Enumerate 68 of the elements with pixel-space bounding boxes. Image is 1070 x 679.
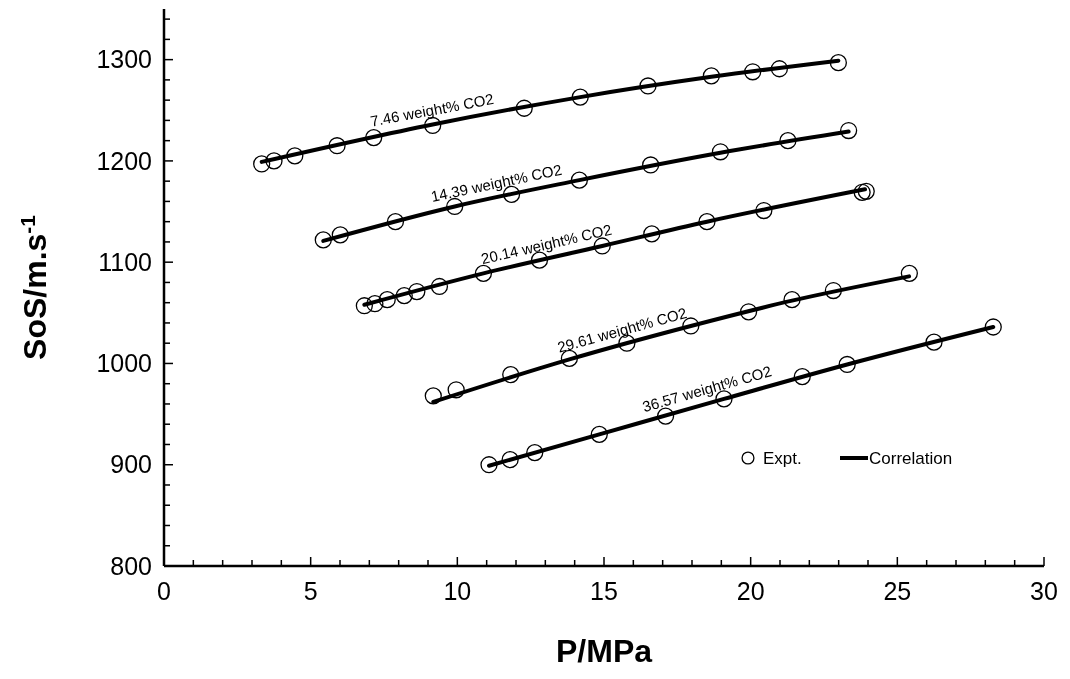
point (386, 213, 405, 231)
point (378, 291, 396, 309)
annotation: 29.61 weight% CO2 (555, 303, 689, 356)
point (900, 264, 918, 282)
point (783, 291, 801, 309)
point (395, 286, 413, 305)
x-tick-label: 10 (443, 577, 472, 605)
legend-label: Correlation (869, 448, 953, 468)
point (331, 226, 349, 244)
annotation: 7.46 weight% CO2 (369, 90, 496, 130)
y-tick-label: 1200 (96, 146, 152, 175)
point (253, 155, 271, 173)
point (570, 171, 588, 189)
point (474, 264, 493, 282)
point (642, 156, 660, 174)
point (984, 318, 1002, 336)
point (501, 451, 519, 469)
y-tick-label: 1000 (96, 349, 152, 378)
point (840, 121, 858, 140)
point (755, 201, 773, 220)
point (770, 60, 789, 78)
x-tick-label: 5 (303, 577, 318, 605)
annotation: 20.14 weight% CO2 (479, 220, 614, 268)
y-tick-label: 900 (110, 450, 152, 479)
x-tick-label: 0 (157, 577, 171, 605)
annotation: 36.57 weight% CO2 (640, 362, 774, 416)
point (702, 67, 720, 85)
y-tick-label: 1100 (98, 247, 152, 276)
point (408, 282, 426, 301)
point (711, 143, 730, 161)
point (857, 182, 875, 200)
point (829, 54, 847, 72)
y-tick-label: 1300 (96, 45, 152, 74)
point (571, 88, 589, 106)
point (698, 213, 716, 231)
point (639, 77, 657, 95)
x-tick-label: 30 (1030, 577, 1058, 605)
point (526, 443, 544, 462)
point (779, 132, 797, 150)
point (824, 281, 843, 300)
point (838, 355, 856, 374)
x-axis-title: P/MPa (555, 633, 653, 669)
point (502, 365, 520, 384)
x-tick-label: 15 (590, 577, 618, 605)
point (480, 456, 498, 474)
point (793, 368, 811, 386)
point (853, 183, 871, 201)
point (314, 231, 332, 249)
point (739, 303, 758, 321)
point (328, 137, 346, 155)
point (643, 225, 661, 243)
point (925, 333, 943, 351)
point (515, 99, 533, 117)
point (265, 152, 283, 170)
annotation: 14.39 weight% CO2 (429, 160, 564, 205)
point (366, 295, 384, 313)
legend-label: Expt. (763, 448, 802, 468)
x-tick-label: 20 (736, 577, 765, 605)
point (355, 297, 373, 315)
point (365, 129, 383, 147)
y-tick-label: 800 (110, 551, 152, 580)
point (590, 425, 608, 443)
point (430, 277, 449, 296)
point (286, 147, 304, 165)
point (447, 381, 465, 399)
point (424, 387, 442, 405)
point (744, 63, 762, 81)
x-tick-label: 25 (883, 577, 912, 605)
